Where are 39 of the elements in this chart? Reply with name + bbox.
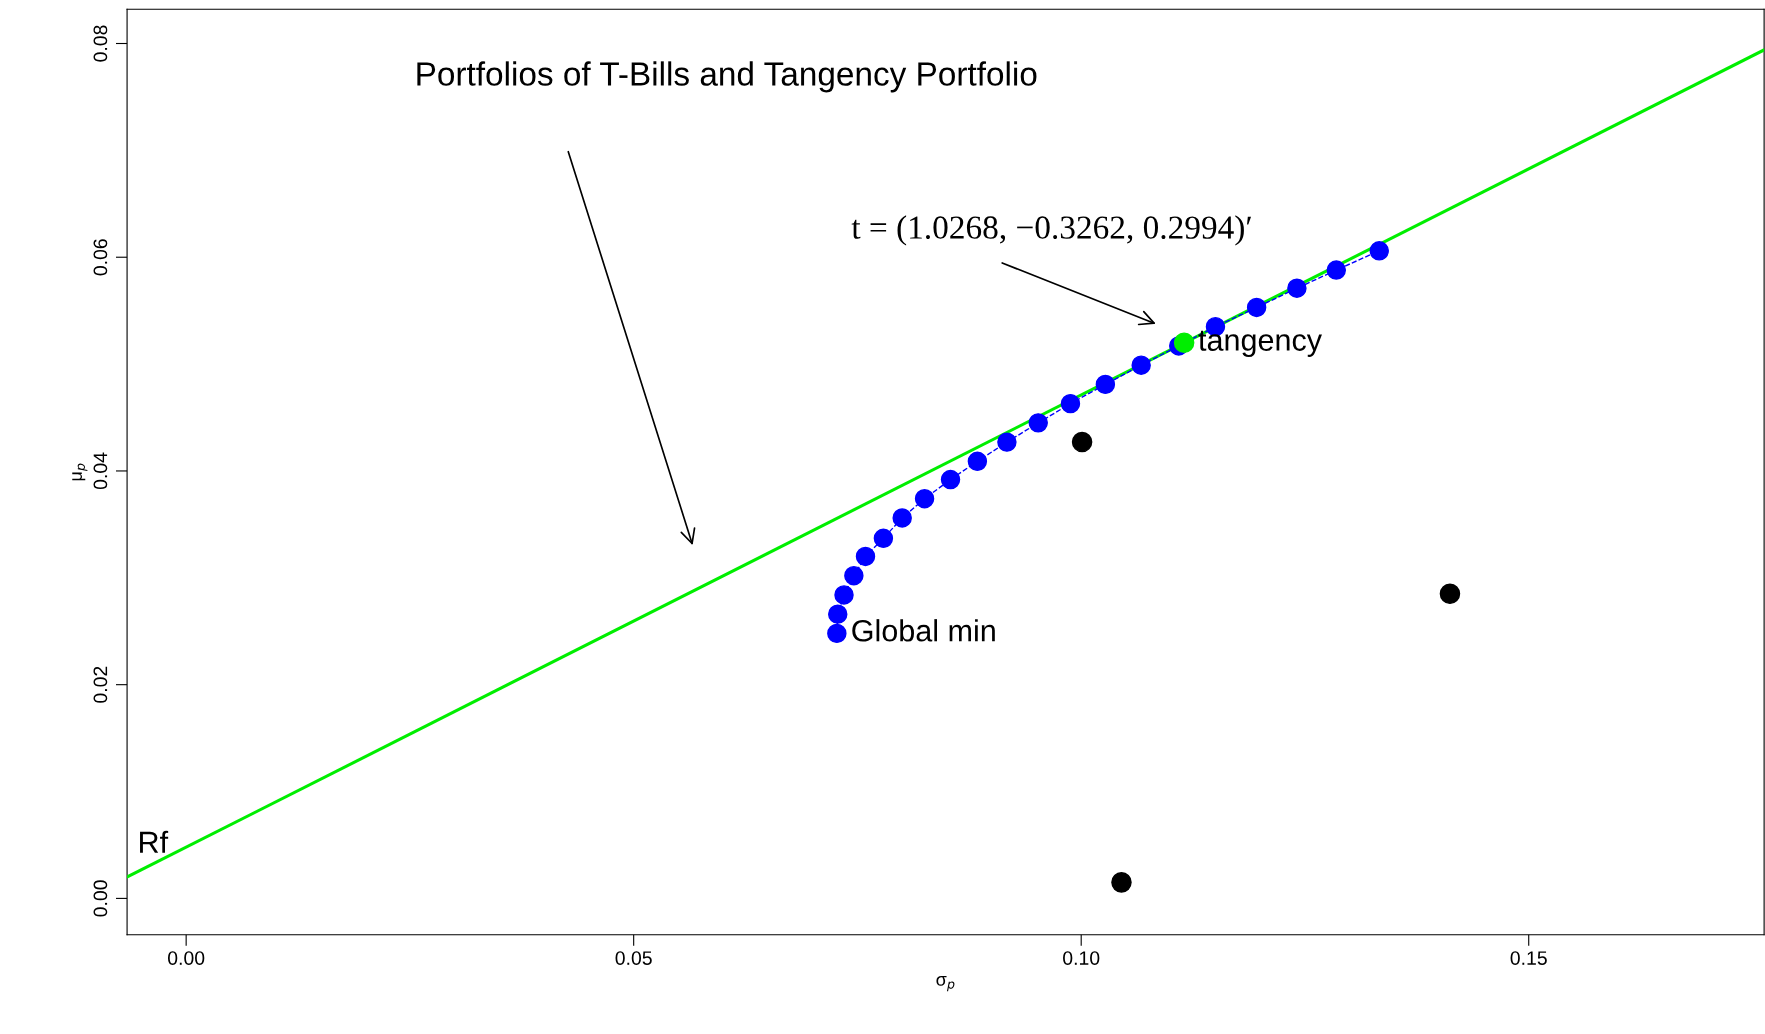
point (997, 432, 1017, 452)
point (1060, 393, 1081, 414)
point (1246, 297, 1267, 318)
point (967, 451, 988, 472)
point (828, 604, 848, 624)
x-tick-label: 0.15 (1510, 951, 1547, 965)
point (1369, 241, 1389, 261)
point (1028, 413, 1048, 433)
annotation: t = (1.0268, −0.3262, 0.2994)′ (851, 215, 1252, 246)
y-tick-label: 0.00 (93, 880, 108, 917)
point (1439, 583, 1461, 605)
point (1287, 278, 1307, 298)
annotation: tangency (1198, 330, 1322, 357)
y-axis-title: μ$_{p}$ (72, 463, 88, 481)
point (892, 508, 912, 528)
point (914, 489, 935, 509)
y-tick-label: 0.04 (93, 452, 108, 490)
point (1173, 332, 1195, 353)
y-tick-label: 0.06 (93, 239, 108, 276)
point (1131, 355, 1151, 375)
annotation: Rf (140, 830, 169, 853)
annotation: Portfolios of T-Bills and Tangency Portfolio (417, 61, 1037, 93)
point (873, 528, 894, 548)
point (844, 565, 864, 586)
point (940, 469, 961, 490)
x-tick-label: 0.00 (167, 951, 205, 965)
x-tick-label: 0.05 (615, 951, 652, 965)
y-tick-label: 0.02 (93, 666, 108, 703)
point (855, 546, 876, 567)
x-tick-label: 0.10 (1063, 951, 1100, 965)
point (834, 585, 854, 605)
annotation: Global min (852, 619, 995, 642)
x-axis-title: σ$_{p}$ (936, 976, 955, 992)
point (1071, 431, 1093, 453)
point (1111, 872, 1132, 893)
point (1095, 374, 1116, 395)
y-tick-label: 0.08 (93, 25, 108, 62)
point (827, 623, 847, 644)
point (1326, 260, 1347, 280)
